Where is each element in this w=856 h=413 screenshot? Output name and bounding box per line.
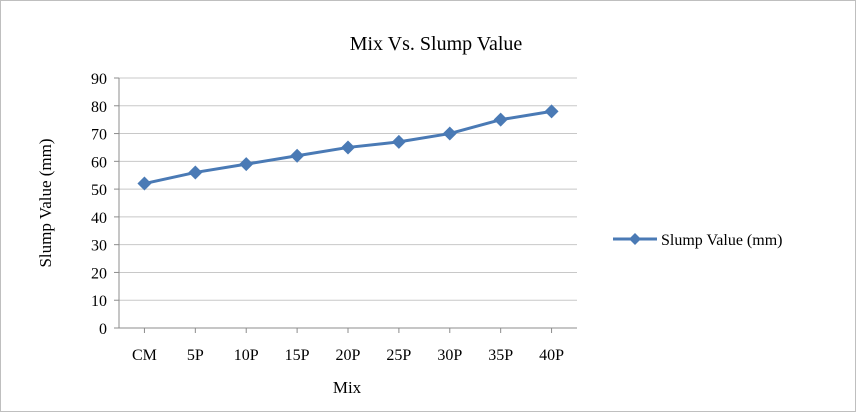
y-tick-label: 10 xyxy=(91,293,107,310)
legend-marker xyxy=(629,233,641,245)
y-tick-label: 70 xyxy=(91,127,107,144)
x-tick-label: 20P xyxy=(336,347,361,364)
y-tick-label: 40 xyxy=(91,210,107,227)
y-tick-label: 60 xyxy=(91,154,107,171)
data-point-marker xyxy=(137,176,152,191)
x-axis-ticks: CM 5P 10P 15P 20P 25P 30P 35P 40P xyxy=(132,328,564,364)
y-tick-label: 90 xyxy=(91,71,107,88)
y-tick-label: 20 xyxy=(91,265,107,282)
x-axis-label: Mix xyxy=(333,378,362,397)
y-tick-label: 80 xyxy=(91,99,107,116)
series-layer xyxy=(137,104,559,191)
x-tick-label: 10P xyxy=(234,347,259,364)
x-tick-label: 25P xyxy=(386,347,411,364)
x-tick-label: CM xyxy=(132,347,157,364)
x-tick-label: 5P xyxy=(187,347,204,364)
data-point-marker xyxy=(188,165,203,180)
x-tick-label: 30P xyxy=(437,347,462,364)
x-tick-label: 15P xyxy=(285,347,310,364)
legend: Slump Value (mm) xyxy=(613,232,782,249)
gridlines xyxy=(118,77,577,329)
chart-title: Mix Vs. Slump Value xyxy=(350,33,523,55)
y-axis-label: Slump Value (mm) xyxy=(36,138,55,267)
data-point-marker xyxy=(442,126,457,141)
data-point-marker xyxy=(544,104,559,119)
y-axis-ticks: 0 10 20 30 40 50 60 70 80 90 xyxy=(91,71,119,338)
data-point-marker xyxy=(341,140,355,155)
y-tick-label: 30 xyxy=(91,238,107,255)
y-tick-label: 0 xyxy=(99,321,107,338)
data-point-marker xyxy=(493,112,508,127)
data-point-marker xyxy=(290,148,305,163)
y-tick-label: 50 xyxy=(91,182,107,199)
x-tick-label: 40P xyxy=(539,347,564,364)
data-point-marker xyxy=(239,157,254,172)
data-point-marker xyxy=(391,134,406,149)
x-tick-label: 35P xyxy=(488,347,513,364)
legend-label: Slump Value (mm) xyxy=(661,232,782,249)
